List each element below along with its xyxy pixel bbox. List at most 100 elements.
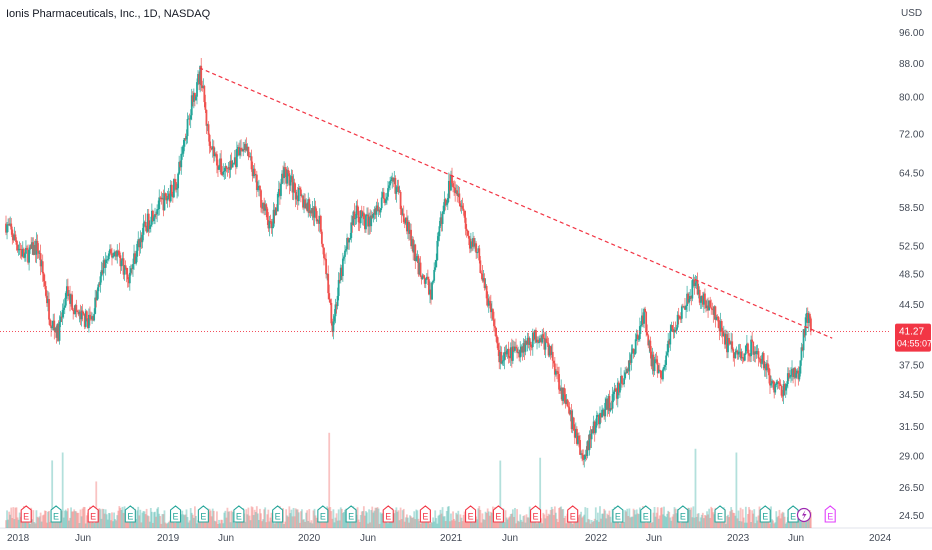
candle-body <box>100 270 103 277</box>
volume-bar <box>755 516 758 528</box>
candle-body <box>53 320 56 331</box>
candle-body <box>317 219 320 224</box>
volume-bar <box>590 520 593 528</box>
candle-body <box>384 199 387 203</box>
candle-body <box>414 244 417 261</box>
candle-body <box>47 299 49 304</box>
candle-body <box>437 236 440 241</box>
volume-bar <box>180 514 183 528</box>
volume-bar <box>367 523 369 528</box>
candle-body <box>538 342 541 343</box>
marker-shape <box>382 505 394 523</box>
earnings-event-icon[interactable]: E <box>169 505 182 523</box>
volume-bar <box>332 509 335 528</box>
earnings-event-icon[interactable]: E <box>272 505 284 523</box>
candle-body <box>255 174 258 190</box>
candle-body <box>277 188 280 194</box>
candle-body <box>43 281 46 287</box>
candle-body <box>466 230 469 236</box>
earnings-event-icon[interactable]: E <box>759 505 771 523</box>
candle-body <box>152 210 154 221</box>
flash-event-icon[interactable] <box>796 507 812 523</box>
volume-bar <box>401 510 404 528</box>
earnings-event-icon[interactable]: E <box>677 505 689 523</box>
price-axis[interactable]: USD 96.00 88.00 80.00 72.00 64.50 58.50 52.50 48… <box>899 8 924 522</box>
volume-bar <box>655 512 658 528</box>
earnings-event-icon[interactable]: E <box>824 505 836 523</box>
candle-body <box>528 341 531 345</box>
candle-body <box>13 234 16 241</box>
candle-body <box>606 398 609 410</box>
candle-body <box>686 293 688 306</box>
candle-body <box>548 346 551 356</box>
volume-bar <box>221 519 224 528</box>
volume-bar <box>775 511 778 528</box>
volume-bar <box>247 507 250 528</box>
candle-body <box>503 352 506 361</box>
earnings-event-icon[interactable]: E <box>492 505 504 523</box>
volume-bar <box>64 509 67 528</box>
earnings-event-icon[interactable]: E <box>124 505 136 523</box>
candle-body <box>133 253 135 265</box>
volume-bar <box>226 507 229 528</box>
candle-body <box>757 351 760 359</box>
candle-body <box>376 205 379 211</box>
volume-bar <box>49 522 51 528</box>
volume-bar <box>383 517 386 528</box>
earnings-event-icon[interactable]: E <box>197 505 209 523</box>
volume-bar <box>209 510 212 528</box>
candle-body <box>281 173 283 184</box>
earnings-event-icon[interactable]: E <box>787 505 799 523</box>
candle-body <box>786 373 789 385</box>
earnings-event-icon[interactable]: E <box>530 505 542 523</box>
candle-body <box>78 311 81 315</box>
candle-body <box>93 313 96 321</box>
candle-body <box>483 278 486 289</box>
time-tick: 2022 <box>585 533 608 544</box>
earnings-event-icon[interactable]: E <box>233 505 245 523</box>
earnings-event-icon[interactable]: E <box>640 505 652 523</box>
candle-body <box>673 330 676 333</box>
candle-body <box>641 315 643 326</box>
earnings-event-icon[interactable]: E <box>567 505 579 523</box>
earnings-event-icon[interactable]: E <box>345 505 357 523</box>
volume-bar <box>380 513 383 528</box>
candle-body <box>609 407 612 411</box>
candle-body <box>155 214 157 215</box>
candle-body <box>507 348 510 358</box>
candle-body <box>453 187 456 189</box>
volume-bar <box>75 511 78 528</box>
candle-body <box>143 221 146 224</box>
earnings-event-icon[interactable]: E <box>50 505 62 523</box>
candle-body <box>268 220 271 229</box>
candle-body <box>314 206 317 211</box>
candle-body <box>243 148 246 150</box>
time-axis[interactable]: 2018 Jun 2019 Jun 2020 Jun 2021 Jun 2022 Jun 2023 J… <box>7 533 892 544</box>
candle-body <box>303 199 305 208</box>
candle-body <box>676 314 679 328</box>
candle-body <box>90 318 92 320</box>
price-tick: 29.00 <box>899 451 924 462</box>
candle-body <box>382 192 385 199</box>
volume-bar <box>335 513 338 528</box>
earnings-event-icon[interactable]: E <box>317 505 329 523</box>
candle-body <box>664 365 666 368</box>
volume-bar <box>32 510 35 528</box>
earnings-event-icon[interactable]: E <box>612 505 624 523</box>
earnings-event-icon[interactable]: E <box>465 505 477 523</box>
volume-bar <box>372 512 375 528</box>
earnings-event-icon[interactable]: E <box>20 505 32 523</box>
earnings-event-icon[interactable]: E <box>419 505 431 523</box>
earnings-event-icon[interactable]: E <box>714 505 726 523</box>
volume-bar <box>301 509 303 528</box>
earnings-event-icon[interactable]: E <box>382 505 394 523</box>
volume-bar <box>560 506 563 528</box>
trendline[interactable] <box>199 67 833 339</box>
candle-body <box>416 256 419 258</box>
resistance-trendline[interactable] <box>199 67 833 339</box>
candle-body <box>586 441 589 457</box>
candle-body <box>636 334 639 340</box>
earnings-event-icon[interactable]: E <box>87 505 99 523</box>
